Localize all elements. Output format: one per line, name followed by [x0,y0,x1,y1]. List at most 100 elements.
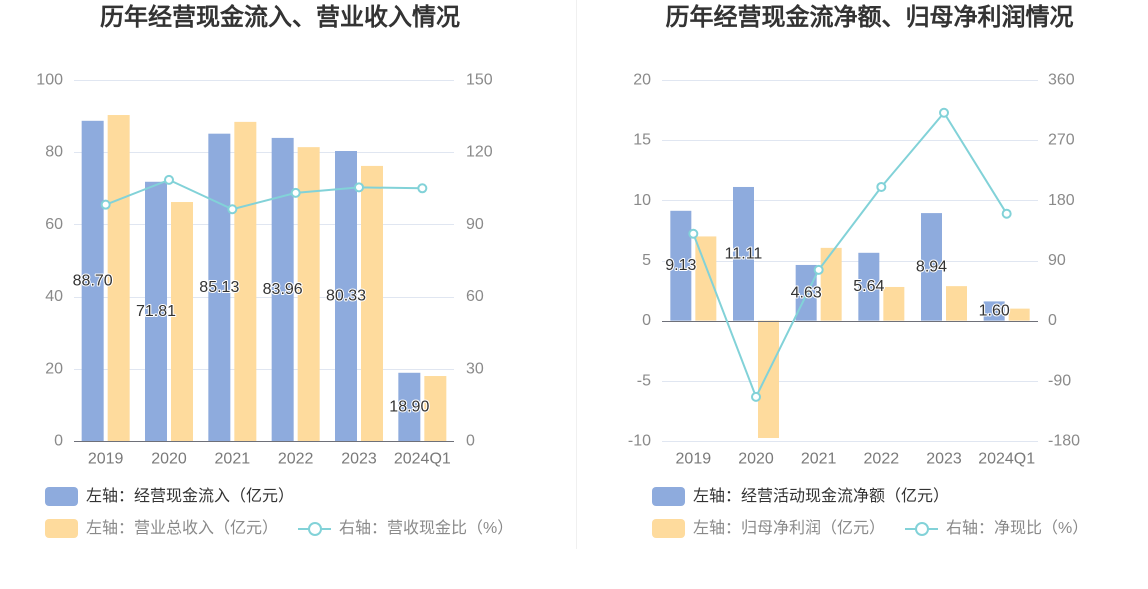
x-tick-label: 2020 [738,451,774,468]
x-tick-label: 2022 [278,451,314,468]
bar-series-2-2020 [758,320,779,438]
chart-plot-area: 9.13 11.11 4.63 5.64 8.94 1.60 -10 -5 0 5 10 15 20 -1… [628,72,1080,468]
x-tick-label: 2019 [676,451,712,468]
x-tick-label: 2022 [864,451,900,468]
legend-line-marker [914,521,929,536]
bar-series-2 [695,236,1030,438]
bar-series-2-2021 [820,247,842,321]
line-point-2023 [939,107,949,118]
y-right-tick-label: 60 [466,288,484,305]
y-left-tick-label: 5 [642,252,651,269]
y-left-tick-label: 60 [45,216,63,233]
gridlines [74,80,454,442]
bar-series-1-2023 [335,151,357,441]
y-right-tick-label: 90 [1048,252,1066,269]
line-series-3 [105,178,423,211]
legend-item-net-operating-cash-flow: 左轴：经营活动现金流净额（亿元） [652,487,949,506]
bar-series-1-2023 [921,213,942,321]
y-right-tick-label: 90 [466,216,484,233]
legend-bar-swatch [652,519,685,538]
y-right-tick-label: 30 [466,360,484,377]
y-left-tick-label: -5 [637,372,651,389]
legend-item-cash-profit-ratio: 右轴：净现比（%） [905,519,1088,538]
bar-series-1 [670,186,1005,321]
y-left-tick-label: 20 [45,360,63,377]
legend-label: 左轴：经营现金流入（亿元） [86,488,295,505]
bar-series-2-2023 [361,165,383,441]
chart-divider [576,0,577,549]
bar-series-2-2023 [946,286,967,321]
y-right-tick-label: -90 [1048,372,1071,389]
legend-line-swatch [905,519,939,538]
y-left-tick-label: 100 [36,72,63,89]
chart-title: 历年经营现金流净额、归母净利润情况 [665,4,1074,31]
bar-series-2-2024Q1 [1008,308,1030,321]
legend-item-cash-revenue-ratio: 右轴：营收现金比（%） [298,519,513,538]
legend-label: 右轴：净现比（%） [946,520,1089,537]
line-point-2019 [688,228,699,239]
bar-series-2-2022 [883,286,905,321]
legend-row: 左轴：归母净利润（亿元） 右轴：净现比（%） [652,519,1088,538]
x-tick-label: 2023 [341,451,377,468]
data-label: 71.81 [136,303,176,320]
bar-series-1-2020 [145,181,167,441]
legend-line-swatch [298,519,332,538]
data-label: 1.60 [979,303,1010,320]
bar-series-2-2020 [171,202,193,441]
x-tick-label: 2024Q1 [978,451,1035,468]
bar-series-1-2019 [81,120,104,441]
x-tick-label: 2021 [215,451,251,468]
line-point-2024Q1 [417,183,428,194]
y-right-tick-label: 0 [466,433,475,450]
chart-legend: 左轴：经营活动现金流净额（亿元） 左轴：归母净利润（亿元） 右轴：净现比（%） [652,487,1088,538]
line-point-2024Q1 [1001,208,1012,219]
bar-series-1 [81,120,421,441]
line-point-2021 [813,264,824,275]
chart-legend: 左轴：经营现金流入（亿元） 左轴：营业总收入（亿元） 右轴：营收现金比（%） [45,487,513,538]
legend-item-revenue: 左轴：营业总收入（亿元） [45,519,278,538]
bar-series-1-2024Q1 [983,301,1005,321]
legend-bar-swatch [45,487,78,506]
legend-line-marker [307,521,322,536]
legend-row: 左轴：经营现金流入（亿元） [45,487,513,506]
data-label: 4.63 [791,284,822,301]
line-point-2022 [290,187,301,198]
x-tick-label: 2023 [926,451,962,468]
data-label: 83.96 [263,281,303,298]
y-right-tick-label: 120 [466,144,493,161]
legend-bar-swatch [652,487,685,506]
bar-series-1-2022 [858,252,880,321]
y-left-tick-label: 20 [633,72,651,89]
bar-series-1-2024Q1 [398,372,421,441]
legend-bar-swatch [45,519,78,538]
line-point-2020 [164,174,174,185]
y-left-tick-label: 10 [633,192,651,209]
x-tick-label: 2019 [88,451,124,468]
line-point-2021 [227,204,238,215]
bar-series-1-2020 [733,186,754,321]
y-right-tick-label: 360 [1048,72,1075,89]
y-left-tick-label: 80 [45,144,63,161]
legend-label: 左轴：营业总收入（亿元） [86,520,279,537]
chart-title: 历年经营现金流入、营业收入情况 [100,4,460,31]
net-cash-flow-net-profit-chart: 历年经营现金流净额、归母净利润情况 9.13 11.11 4.63 5.64 8.94 1… [577,0,1148,549]
gridlines [662,80,1038,442]
legend-row: 左轴：营业总收入（亿元） 右轴：营收现金比（%） [45,519,513,538]
data-label: 8.94 [916,258,947,275]
data-label: 5.64 [853,278,884,295]
x-tick-label: 2021 [801,451,837,468]
data-label: 85.13 [199,279,239,296]
chart-plot-area: 88.70 71.81 85.13 83.96 80.33 18.90 0 20 40 60 80 1… [36,72,493,468]
line-series-3 [692,111,1008,398]
bar-series-2-2019 [695,236,717,321]
bar-series-2-2022 [297,147,320,441]
y-left-tick-label: 15 [633,132,651,149]
legend-label: 右轴：营收现金比（%） [339,520,514,537]
y-left-tick-label: 0 [642,312,651,329]
y-left-tick-label: -10 [628,433,651,450]
line-point-2023 [354,182,364,193]
data-label: 11.11 [725,245,763,262]
bar-series-2 [107,115,447,441]
legend-item-cash-inflow: 左轴：经营现金流入（亿元） [45,487,294,506]
x-tick-label: 2024Q1 [394,451,451,468]
